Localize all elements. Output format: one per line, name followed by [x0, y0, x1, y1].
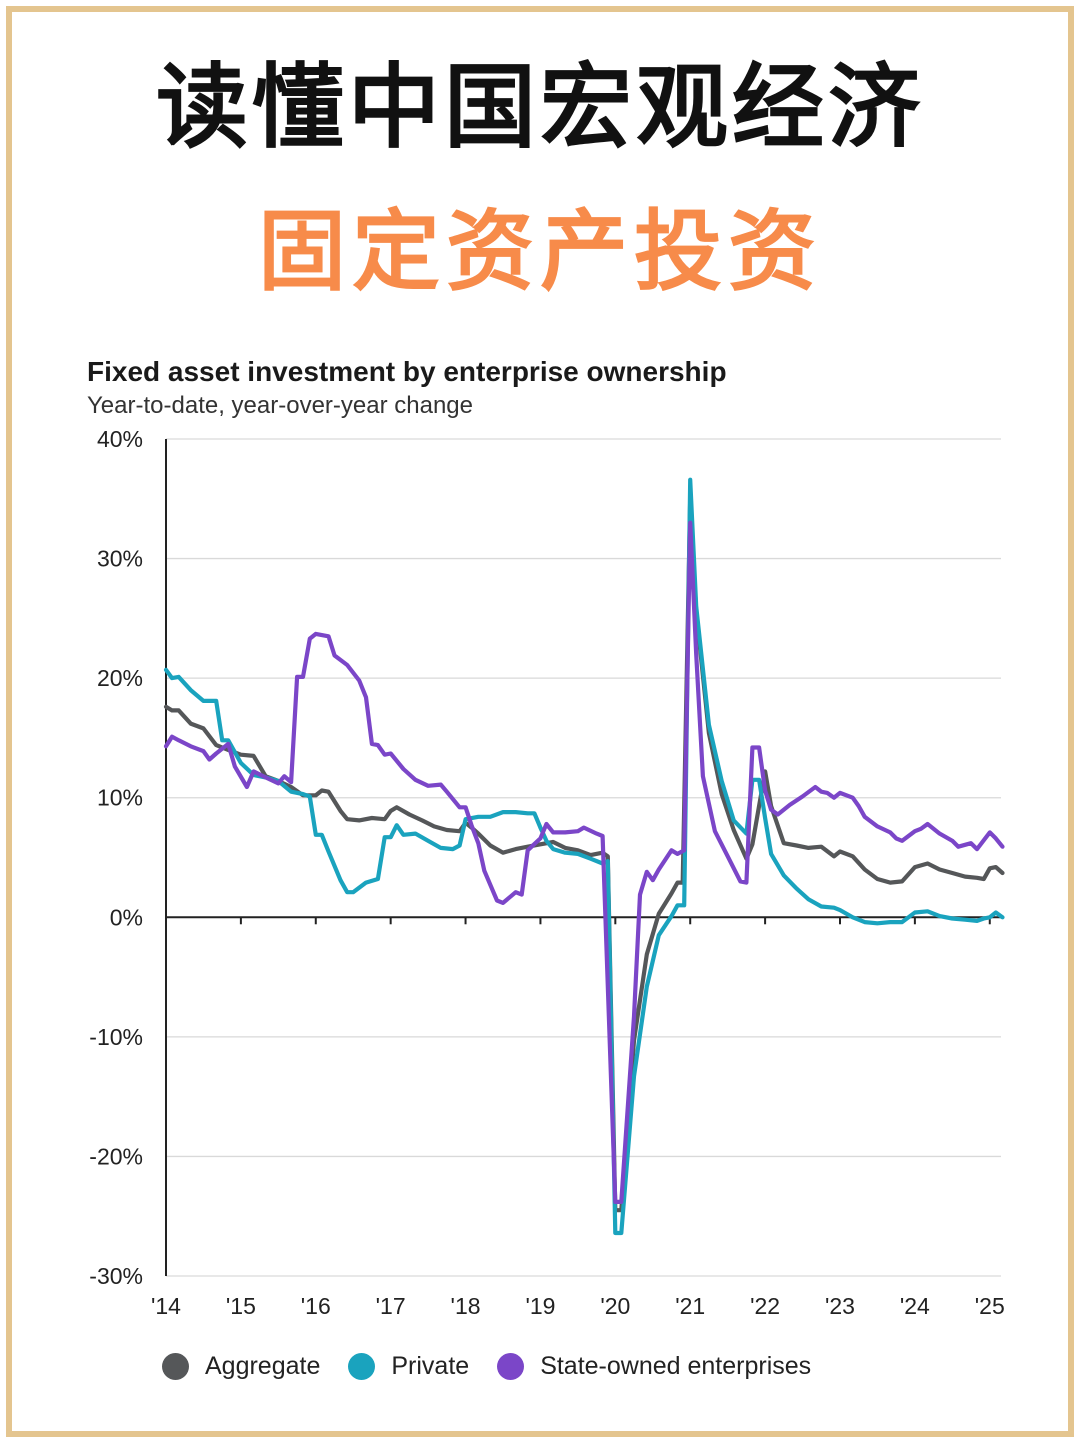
series-lines — [163, 477, 1005, 1236]
chart-legend: Aggregate Private State-owned enterprises — [162, 1348, 839, 1384]
chart-subtitle: Year-to-date, year-over-year change — [87, 392, 473, 419]
x-tick-label: '21 — [675, 1293, 705, 1319]
x-tick-label: '14 — [151, 1293, 181, 1319]
legend-swatch — [162, 1352, 189, 1380]
y-tick-label: 0% — [110, 904, 143, 930]
gridlines — [166, 438, 1001, 1277]
chart-title: Fixed asset investment by enterprise own… — [87, 356, 727, 387]
x-tick-label: '18 — [451, 1293, 481, 1319]
series-line-aggregate — [163, 496, 1005, 1213]
subheadline: 固定资产投资 — [257, 200, 822, 303]
y-tick-label: -20% — [89, 1143, 143, 1169]
legend-item: State-owned enterprises — [497, 1352, 811, 1381]
y-tick-label: 20% — [97, 665, 143, 691]
series-line-private — [163, 477, 1005, 1236]
x-tick-label: '15 — [226, 1293, 256, 1319]
x-tick-label: '23 — [825, 1293, 855, 1319]
y-tick-label: 40% — [97, 426, 143, 452]
axes — [165, 439, 1001, 1276]
legend-label: Private — [391, 1351, 470, 1380]
x-tick-label: '17 — [376, 1293, 406, 1319]
legend-swatch — [497, 1352, 525, 1380]
y-tick-label: -10% — [89, 1024, 143, 1050]
x-tick-label: '25 — [975, 1293, 1005, 1319]
headline: 读懂中国宏观经济 — [155, 54, 924, 161]
y-tick-label: 30% — [97, 546, 143, 572]
x-tick-label: '24 — [900, 1293, 930, 1319]
legend-item: Aggregate — [162, 1352, 320, 1381]
x-tick-label: '22 — [750, 1293, 780, 1319]
legend-swatch — [348, 1352, 376, 1380]
y-tick-label: -30% — [89, 1263, 143, 1289]
legend-item: Private — [348, 1352, 469, 1381]
x-tick-label: '20 — [600, 1293, 630, 1319]
x-tick-label: '16 — [301, 1293, 331, 1319]
x-tick-label: '19 — [525, 1293, 555, 1319]
y-tick-label: 10% — [97, 785, 143, 811]
gold-border-frame — [6, 6, 1074, 1437]
tick-labels: 40% 30% 20% 10% 0% -10% -20% -30% '14 '15 '16 '17 '1… — [89, 426, 1004, 1319]
legend-label: State-owned enterprises — [540, 1351, 812, 1380]
legend-label: Aggregate — [205, 1351, 321, 1380]
series-line-state-owned-enterprises — [163, 520, 1005, 1204]
